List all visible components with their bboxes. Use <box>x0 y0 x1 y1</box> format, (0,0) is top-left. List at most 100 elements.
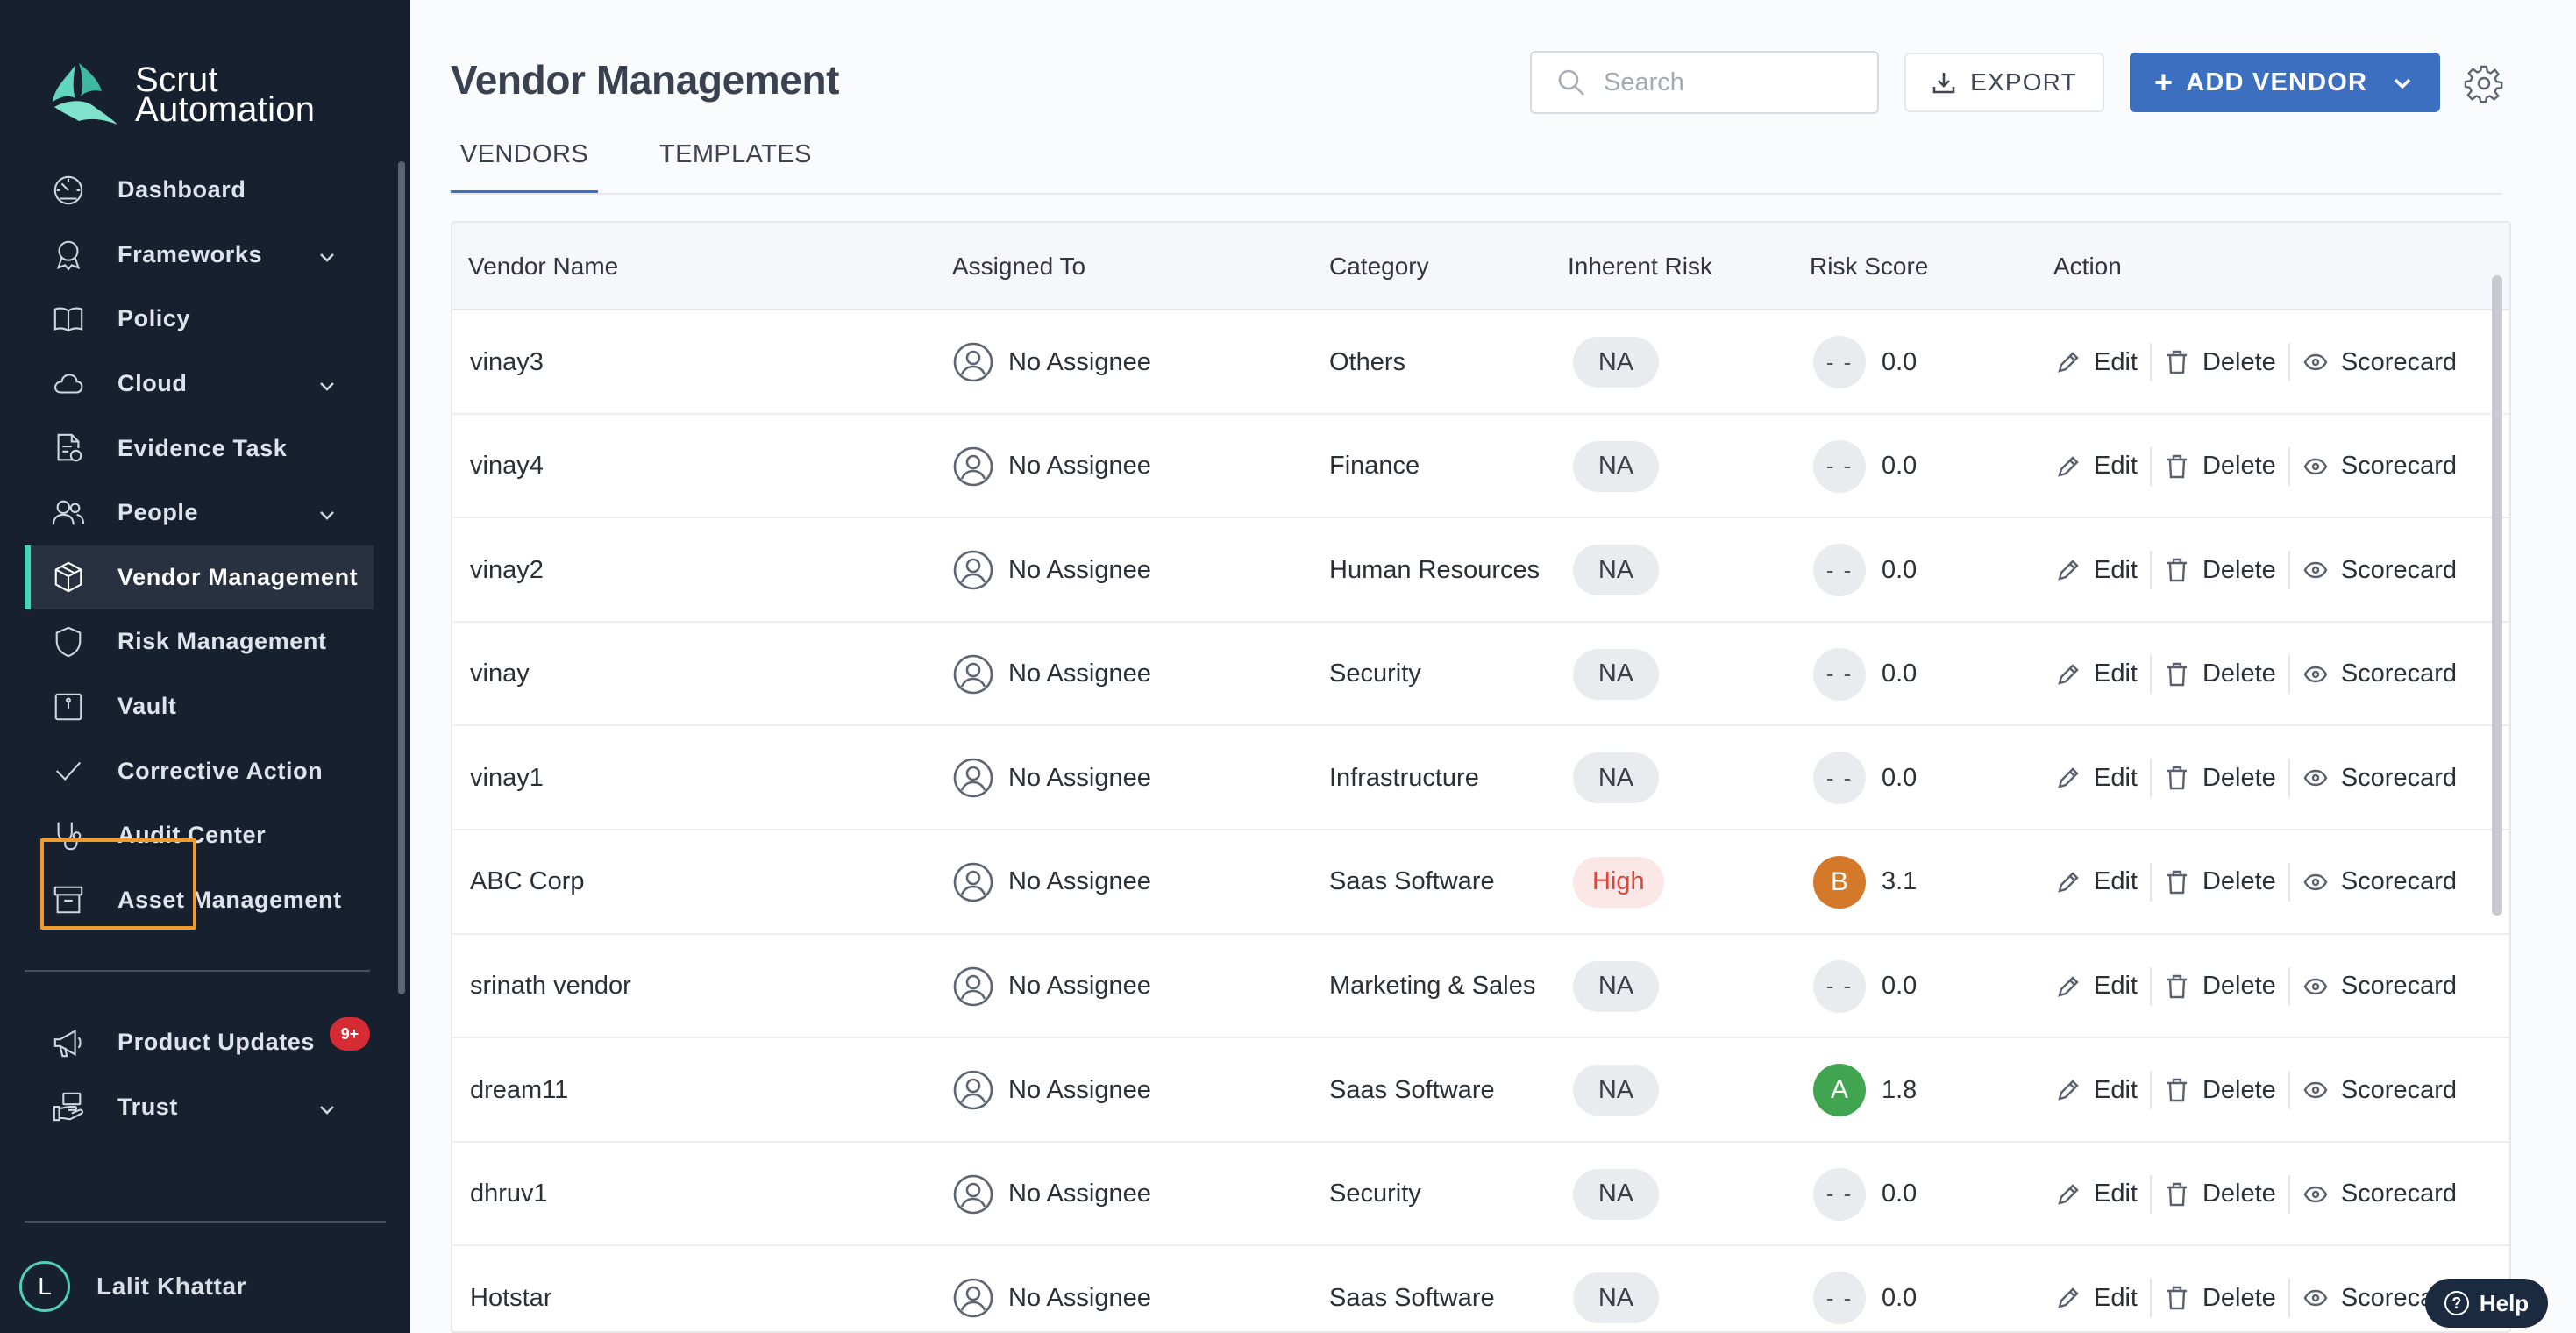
scorecard-button[interactable]: Scorecard <box>2302 972 2457 1001</box>
vendor-name[interactable]: vinay1 <box>470 763 544 792</box>
edit-button[interactable]: Edit <box>2055 348 2138 377</box>
sidebar-item-evidence-task[interactable]: Evidence Task <box>25 416 374 481</box>
column-header-inherent-risk[interactable]: Inherent Risk <box>1568 253 1712 280</box>
search-box[interactable] <box>1530 51 1879 114</box>
delete-button[interactable]: Delete <box>2164 1284 2276 1313</box>
delete-button[interactable]: Delete <box>2164 1180 2276 1208</box>
sidebar-item-trust[interactable]: Trust <box>25 1075 374 1140</box>
vendor-name[interactable]: srinath vendor <box>470 972 631 1001</box>
table-row[interactable]: vinay4 No Assignee Finance NA - - 0.0 Ed… <box>452 415 2509 519</box>
delete-button[interactable]: Delete <box>2164 1076 2276 1105</box>
assignee-cell[interactable]: No Assignee <box>952 518 1151 622</box>
delete-button[interactable]: Delete <box>2164 348 2276 377</box>
sidebar-item-people[interactable]: People <box>25 481 374 545</box>
chevron-down-icon[interactable] <box>317 374 337 394</box>
scorecard-button[interactable]: Scorecard <box>2302 659 2457 688</box>
vendor-name[interactable]: ABC Corp <box>470 867 585 896</box>
delete-button[interactable]: Delete <box>2164 764 2276 793</box>
column-header-vendor-name[interactable]: Vendor Name <box>468 253 619 280</box>
sidebar-item-vault[interactable]: Vault <box>25 674 374 739</box>
assignee-cell[interactable]: No Assignee <box>952 310 1151 414</box>
column-header-risk-score[interactable]: Risk Score <box>1810 253 1929 280</box>
chevron-down-icon[interactable] <box>2391 72 2414 95</box>
edit-button[interactable]: Edit <box>2055 1180 2138 1208</box>
vendor-name[interactable]: vinay4 <box>470 452 544 481</box>
assignee-cell[interactable]: No Assignee <box>952 726 1151 830</box>
assignee-cell[interactable]: No Assignee <box>952 1143 1151 1246</box>
table-row[interactable]: Hotstar No Assignee Saas Software NA - -… <box>452 1246 2509 1331</box>
vendor-name-cell[interactable]: vinay4 <box>470 415 544 518</box>
edit-button[interactable]: Edit <box>2055 867 2138 896</box>
chevron-down-icon[interactable] <box>317 503 337 523</box>
sidebar-item-vendor-management[interactable]: Vendor Management <box>25 545 374 610</box>
add-vendor-button[interactable]: + ADD VENDOR <box>2130 53 2440 112</box>
search-input[interactable] <box>1604 68 1867 97</box>
chevron-down-icon[interactable] <box>317 1098 337 1117</box>
assignee-cell[interactable]: No Assignee <box>952 935 1151 1038</box>
assignee-cell[interactable]: No Assignee <box>952 830 1151 934</box>
edit-button[interactable]: Edit <box>2055 764 2138 793</box>
assignee-cell[interactable]: No Assignee <box>952 1038 1151 1142</box>
tab-templates[interactable]: TEMPLATES <box>659 140 812 168</box>
sidebar-item-audit-center[interactable]: Audit Center <box>25 803 374 868</box>
vendor-name[interactable]: vinay <box>470 659 530 688</box>
vendor-name-cell[interactable]: dream11 <box>470 1038 568 1142</box>
export-button[interactable]: EXPORT <box>1904 53 2104 112</box>
sidebar-item-corrective-action[interactable]: Corrective Action <box>25 738 374 803</box>
scorecard-button[interactable]: Scorecard <box>2302 348 2457 377</box>
vendor-name[interactable]: vinay3 <box>470 347 544 376</box>
vendor-name[interactable]: vinay2 <box>470 555 544 584</box>
table-row[interactable]: dream11 No Assignee Saas Software NA A 1… <box>452 1038 2509 1143</box>
chevron-down-icon[interactable] <box>317 246 337 265</box>
brand-logo[interactable]: Scrut Automation <box>49 61 315 128</box>
sidebar-scrollbar[interactable] <box>398 161 405 994</box>
vendor-name-cell[interactable]: vinay <box>470 623 530 726</box>
vendor-name[interactable]: Hotstar <box>470 1283 552 1312</box>
table-row[interactable]: vinay3 No Assignee Others NA - - 0.0 Edi… <box>452 310 2509 415</box>
assignee-cell[interactable]: No Assignee <box>952 1246 1151 1331</box>
scorecard-button[interactable]: Scorecard <box>2302 452 2457 481</box>
table-scrollbar[interactable] <box>2492 275 2502 916</box>
table-row[interactable]: vinay No Assignee Security NA - - 0.0 Ed… <box>452 623 2509 727</box>
edit-button[interactable]: Edit <box>2055 452 2138 481</box>
scorecard-button[interactable]: Scorecard <box>2302 1180 2457 1208</box>
sidebar-item-asset-management[interactable]: Asset Management <box>25 868 374 933</box>
vendor-name-cell[interactable]: dhruv1 <box>470 1143 548 1246</box>
table-row[interactable]: ABC Corp No Assignee Saas Software High … <box>452 830 2509 935</box>
vendor-name-cell[interactable]: ABC Corp <box>470 830 585 934</box>
tab-vendors[interactable]: VENDORS <box>451 140 598 193</box>
sidebar-item-frameworks[interactable]: Frameworks <box>25 223 374 288</box>
table-row[interactable]: vinay2 No Assignee Human Resources NA - … <box>452 518 2509 623</box>
scorecard-button[interactable]: Scorecard <box>2302 867 2457 896</box>
column-header-category[interactable]: Category <box>1329 253 1429 280</box>
edit-button[interactable]: Edit <box>2055 1284 2138 1313</box>
edit-button[interactable]: Edit <box>2055 556 2138 585</box>
vendor-name[interactable]: dream11 <box>470 1075 569 1104</box>
edit-button[interactable]: Edit <box>2055 972 2138 1001</box>
vendor-name-cell[interactable]: srinath vendor <box>470 935 631 1038</box>
sidebar-item-cloud[interactable]: Cloud <box>25 352 374 417</box>
vendor-name-cell[interactable]: vinay2 <box>470 518 544 622</box>
scorecard-button[interactable]: Scorecard <box>2302 556 2457 585</box>
sidebar-item-dashboard[interactable]: Dashboard <box>25 158 374 223</box>
user-profile[interactable]: L Lalit Khattar <box>19 1261 246 1312</box>
sidebar-item-product-updates[interactable]: Product Updates <box>25 1010 374 1075</box>
assignee-cell[interactable]: No Assignee <box>952 415 1151 518</box>
assignee-cell[interactable]: No Assignee <box>952 623 1151 726</box>
delete-button[interactable]: Delete <box>2164 972 2276 1001</box>
table-row[interactable]: srinath vendor No Assignee Marketing & S… <box>452 935 2509 1039</box>
vendor-name-cell[interactable]: vinay1 <box>470 726 544 830</box>
scorecard-button[interactable]: Scorecard <box>2302 764 2457 793</box>
help-button[interactable]: ? Help <box>2425 1279 2548 1328</box>
delete-button[interactable]: Delete <box>2164 659 2276 688</box>
table-row[interactable]: vinay1 No Assignee Infrastructure NA - -… <box>452 726 2509 830</box>
edit-button[interactable]: Edit <box>2055 659 2138 688</box>
vendor-name[interactable]: dhruv1 <box>470 1180 548 1208</box>
scorecard-button[interactable]: Scorecard <box>2302 1076 2457 1105</box>
delete-button[interactable]: Delete <box>2164 556 2276 585</box>
vendor-name-cell[interactable]: Hotstar <box>470 1246 552 1331</box>
vendor-name-cell[interactable]: vinay3 <box>470 310 544 414</box>
sidebar-item-policy[interactable]: Policy <box>25 287 374 352</box>
sidebar-item-risk-management[interactable]: Risk Management <box>25 609 374 674</box>
delete-button[interactable]: Delete <box>2164 452 2276 481</box>
